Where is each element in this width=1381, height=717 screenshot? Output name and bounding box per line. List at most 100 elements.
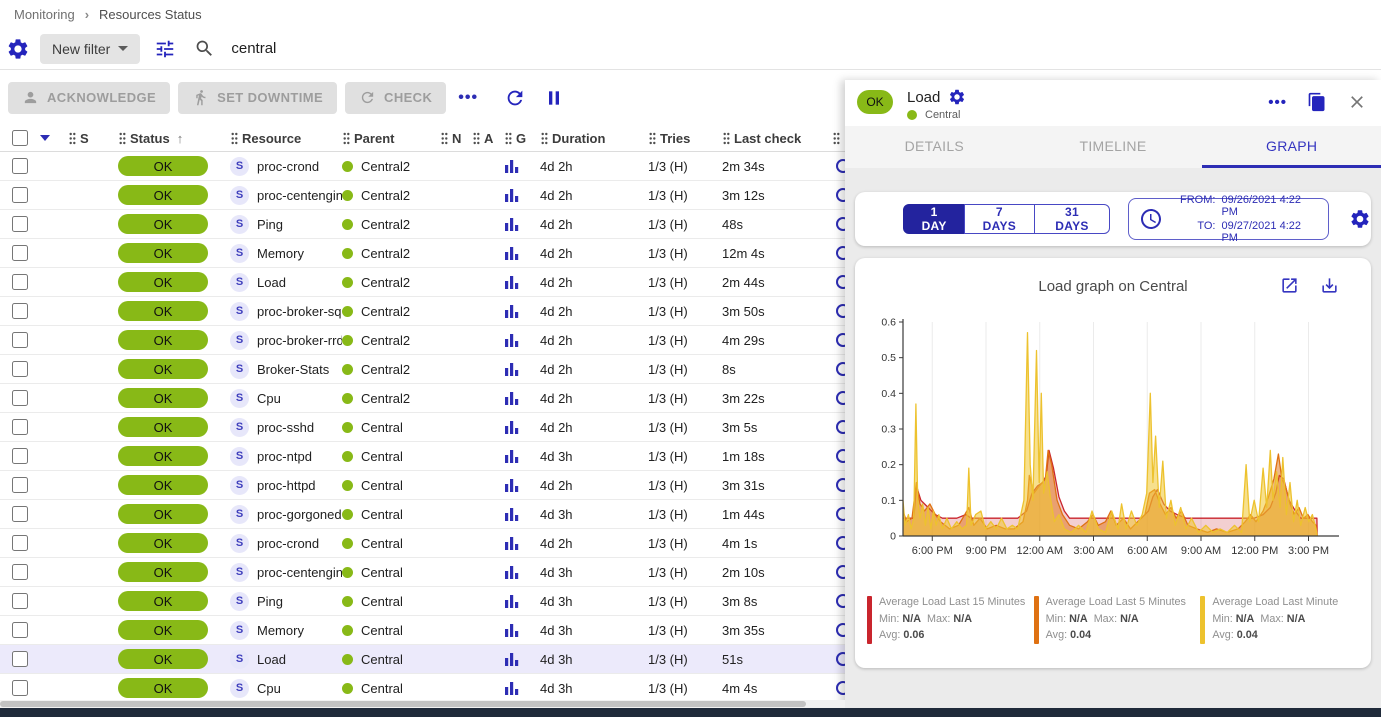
row-checkbox[interactable] bbox=[12, 158, 28, 174]
from-value[interactable]: 09/26/2021 4:22 PM bbox=[1221, 194, 1301, 218]
row-checkbox[interactable] bbox=[12, 419, 28, 435]
legend-item[interactable]: Average Load Last 15 Minutes Min: N/A Max… bbox=[867, 594, 1034, 644]
row-checkbox[interactable] bbox=[12, 332, 28, 348]
download-icon[interactable] bbox=[1320, 276, 1339, 295]
refresh-button[interactable] bbox=[504, 87, 526, 109]
acknowledge-button[interactable]: ACKNOWLEDGE bbox=[8, 81, 171, 114]
pause-button[interactable] bbox=[544, 88, 564, 108]
parent-name[interactable]: Central2 bbox=[361, 303, 411, 319]
table-row[interactable]: OK S Load Central2 4d 2h 1/3 (H) 2m 44s bbox=[0, 268, 845, 297]
parent-name[interactable]: Central bbox=[361, 593, 403, 609]
drag-indicator-icon[interactable] bbox=[342, 131, 351, 146]
parent-name[interactable]: Central2 bbox=[361, 187, 411, 203]
parent-name[interactable]: Central2 bbox=[361, 245, 411, 261]
drag-indicator-icon[interactable] bbox=[648, 131, 657, 146]
resource-name[interactable]: proc-crond bbox=[257, 535, 320, 551]
parent-name[interactable]: Central bbox=[361, 448, 403, 464]
column-header-resource[interactable]: Resource bbox=[230, 131, 342, 146]
parent-name[interactable]: Central bbox=[361, 651, 403, 667]
resource-name[interactable]: proc-httpd bbox=[257, 477, 316, 493]
parent-name[interactable]: Central bbox=[361, 419, 403, 435]
resource-name[interactable]: Ping bbox=[257, 593, 284, 609]
row-checkbox[interactable] bbox=[12, 216, 28, 232]
resource-name[interactable]: proc-centengine bbox=[257, 187, 342, 203]
row-checkbox[interactable] bbox=[12, 477, 28, 493]
row-checkbox[interactable] bbox=[12, 448, 28, 464]
row-checkbox[interactable] bbox=[12, 187, 28, 203]
table-row[interactable]: OK S Ping Central 4d 3h 1/3 (H) 3m 8s bbox=[0, 587, 845, 616]
graph-chart-icon[interactable] bbox=[504, 245, 520, 261]
graph-chart-icon[interactable] bbox=[504, 564, 520, 580]
row-checkbox[interactable] bbox=[12, 535, 28, 551]
parent-name[interactable]: Central bbox=[361, 535, 403, 551]
column-header-status[interactable]: Status ↑ bbox=[118, 131, 230, 146]
graph-chart-icon[interactable] bbox=[504, 274, 520, 290]
resource-name[interactable]: Load bbox=[257, 651, 286, 667]
parent-name[interactable]: Central2 bbox=[361, 158, 411, 174]
drag-indicator-icon[interactable] bbox=[230, 131, 239, 146]
table-row[interactable]: OK S Load Central 4d 3h 1/3 (H) 51s bbox=[0, 645, 845, 674]
drag-indicator-icon[interactable] bbox=[440, 131, 449, 146]
to-value[interactable]: 09/27/2021 4:22 PM bbox=[1221, 220, 1301, 244]
panel-settings-gear-icon[interactable] bbox=[948, 88, 966, 106]
search-input[interactable] bbox=[231, 40, 652, 57]
row-checkbox[interactable] bbox=[12, 593, 28, 609]
graph-chart-icon[interactable] bbox=[504, 303, 520, 319]
graph-chart-icon[interactable] bbox=[504, 593, 520, 609]
drag-indicator-icon[interactable] bbox=[68, 131, 77, 146]
resource-name[interactable]: Memory bbox=[257, 245, 304, 261]
parent-name[interactable]: Central2 bbox=[361, 274, 411, 290]
horizontal-scrollbar[interactable] bbox=[0, 700, 845, 708]
select-menu-caret-icon[interactable] bbox=[40, 135, 50, 141]
parent-name[interactable]: Central bbox=[361, 477, 403, 493]
legend-item[interactable]: Average Load Last 5 Minutes Min: N/A Max:… bbox=[1033, 594, 1201, 644]
resource-name[interactable]: proc-broker-sql bbox=[257, 303, 342, 319]
parent-name[interactable]: Central2 bbox=[361, 216, 411, 232]
parent-name[interactable]: Central2 bbox=[361, 390, 411, 406]
graph-options-gear-icon[interactable] bbox=[1349, 208, 1371, 230]
graph-chart-icon[interactable] bbox=[504, 361, 520, 377]
filter-settings-gear-icon[interactable] bbox=[6, 37, 30, 61]
sort-asc-icon[interactable]: ↑ bbox=[176, 130, 184, 146]
parent-name[interactable]: Central bbox=[361, 564, 403, 580]
range-button-31-days[interactable]: 31 DAYS bbox=[1033, 204, 1111, 234]
column-header-parent[interactable]: Parent bbox=[342, 131, 440, 146]
table-row[interactable]: OK S Cpu Central2 4d 2h 1/3 (H) 3m 22s bbox=[0, 384, 845, 413]
resource-name[interactable]: proc-broker-rrd bbox=[257, 332, 342, 348]
load-chart[interactable]: 0 0.1 0.2 0.3 0.4 0.5 0.6 6:00 PM 9:00 PM 12:00 A… bbox=[873, 310, 1347, 566]
copy-link-icon[interactable] bbox=[1307, 92, 1327, 112]
check-button[interactable]: CHECK bbox=[345, 81, 447, 114]
table-row[interactable]: OK S Memory Central 4d 3h 1/3 (H) 3m 35s bbox=[0, 616, 845, 645]
graph-chart-icon[interactable] bbox=[504, 419, 520, 435]
graph-chart-icon[interactable] bbox=[504, 448, 520, 464]
graph-chart-icon[interactable] bbox=[504, 390, 520, 406]
graph-chart-icon[interactable] bbox=[504, 477, 520, 493]
more-actions-button[interactable]: ••• bbox=[458, 88, 479, 106]
parent-name[interactable]: Central bbox=[361, 622, 403, 638]
graph-chart-icon[interactable] bbox=[504, 680, 520, 696]
row-checkbox[interactable] bbox=[12, 274, 28, 290]
new-filter-dropdown[interactable]: New filter bbox=[40, 33, 141, 64]
open-in-new-icon[interactable] bbox=[1280, 276, 1299, 295]
graph-chart-icon[interactable] bbox=[504, 332, 520, 348]
tab-timeline[interactable]: TIMELINE bbox=[1079, 137, 1147, 154]
column-header-s[interactable]: S bbox=[68, 131, 118, 146]
resource-name[interactable]: proc-ntpd bbox=[257, 448, 312, 464]
drag-indicator-icon[interactable] bbox=[722, 131, 731, 146]
range-button-1-day[interactable]: 1 DAY bbox=[903, 204, 966, 234]
resource-name[interactable]: Ping bbox=[257, 216, 284, 232]
set-downtime-button[interactable]: SET DOWNTIME bbox=[178, 81, 338, 114]
parent-name[interactable]: Central bbox=[361, 506, 403, 522]
resource-name[interactable]: Cpu bbox=[257, 390, 281, 406]
resource-name[interactable]: Broker-Stats bbox=[257, 361, 330, 377]
graph-chart-icon[interactable] bbox=[504, 216, 520, 232]
drag-indicator-icon[interactable] bbox=[504, 131, 513, 146]
